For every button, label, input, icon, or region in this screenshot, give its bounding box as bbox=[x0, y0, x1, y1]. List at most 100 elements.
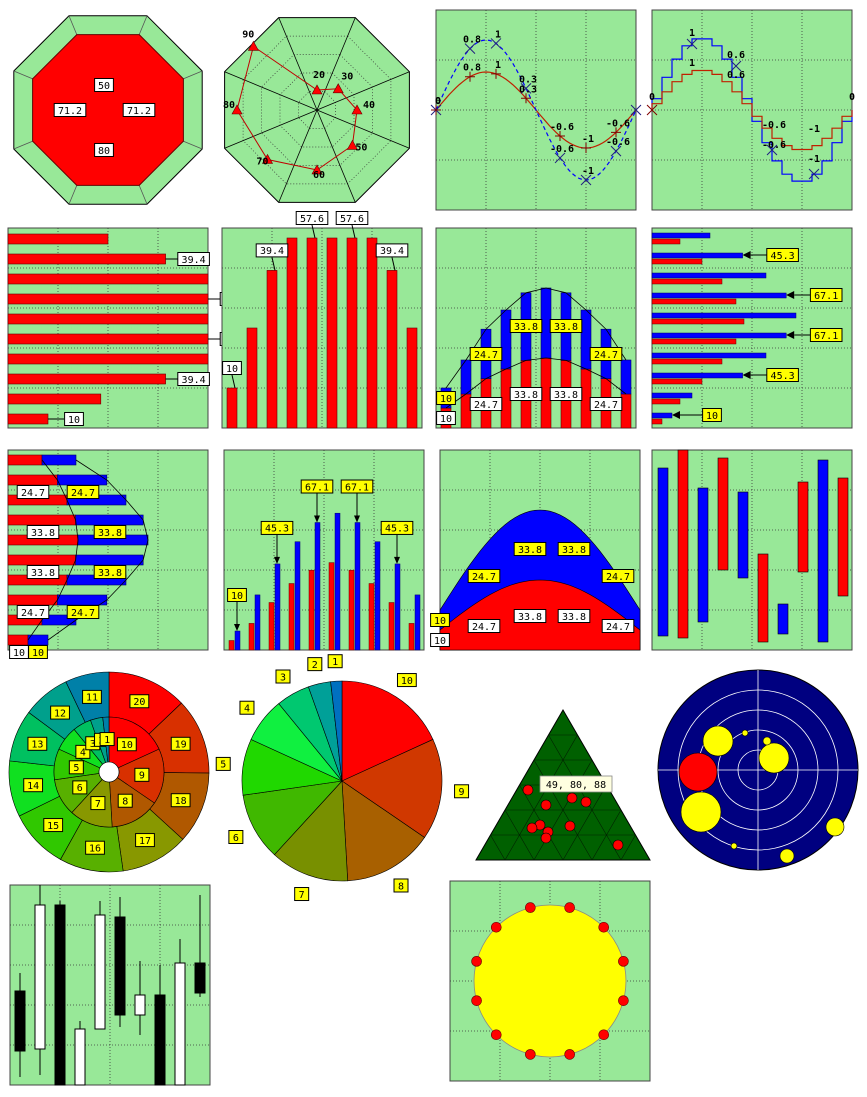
hbar-stacked-chart: 24.7 33.8 33.8 24.7 10 24.7 33.8 33.8 24.7 10 bbox=[7, 449, 209, 659]
value-label: -0.6 bbox=[762, 120, 786, 131]
arrow-head bbox=[742, 251, 751, 259]
value-label: 33.8 bbox=[554, 390, 578, 401]
value-label: 11 bbox=[86, 693, 98, 704]
value-label: 24.7 bbox=[71, 488, 95, 499]
value-label: 33.8 bbox=[514, 390, 538, 401]
value-label: 15 bbox=[47, 821, 59, 832]
bar bbox=[651, 358, 723, 365]
candle-body bbox=[194, 962, 206, 994]
value-label-box bbox=[90, 796, 106, 811]
value-label: 45.3 bbox=[771, 251, 795, 262]
value-label: 33.8 bbox=[562, 545, 586, 556]
pie-simple-chart: 10 9 8 7 6 5 4 3 2 1 bbox=[215, 654, 470, 902]
donut-hole bbox=[98, 761, 120, 783]
grid-line bbox=[490, 834, 506, 861]
x-marker bbox=[646, 104, 658, 116]
radar-spoke bbox=[278, 109, 318, 203]
value-label: 24.7 bbox=[594, 400, 618, 411]
value-label: 7 bbox=[95, 799, 101, 810]
value-label-box bbox=[239, 700, 255, 715]
label-leader bbox=[351, 224, 356, 239]
bar bbox=[286, 237, 298, 429]
donut-multi-chart: 2019181716151413121110987654321 bbox=[8, 671, 210, 873]
value-label: 67.1 bbox=[345, 482, 369, 493]
value-label: 24.7 bbox=[606, 572, 630, 583]
value-label-box bbox=[93, 525, 127, 539]
value-label-box bbox=[222, 361, 242, 375]
value-label: 10 bbox=[226, 364, 238, 375]
value-label-box bbox=[228, 830, 244, 845]
trend-line bbox=[27, 459, 79, 641]
bar-segment bbox=[7, 474, 58, 486]
value-label: 71.2 bbox=[127, 106, 151, 117]
label-leader bbox=[311, 224, 316, 239]
value-label: -1 bbox=[808, 154, 820, 165]
value-label: 33.8 bbox=[518, 545, 542, 556]
value-label: 10 bbox=[121, 740, 133, 751]
value-label: 0.6 bbox=[727, 70, 745, 81]
value-label: 10 bbox=[32, 648, 44, 659]
bar bbox=[268, 602, 275, 651]
value-label: 50 bbox=[355, 142, 367, 153]
bar bbox=[326, 237, 338, 429]
bar bbox=[266, 270, 278, 429]
value-label: -1 bbox=[808, 124, 820, 135]
value-label: 7 bbox=[299, 890, 305, 901]
value-label: 19 bbox=[175, 740, 187, 751]
value-label: 10 bbox=[440, 394, 452, 405]
bar bbox=[348, 569, 355, 651]
circle-point bbox=[618, 995, 629, 1006]
value-label: 33.8 bbox=[562, 612, 586, 623]
value-label-box bbox=[129, 694, 150, 709]
value-label-box bbox=[340, 479, 374, 494]
grid-line bbox=[620, 834, 636, 861]
value-label: 57.6 bbox=[340, 214, 364, 225]
circle-point bbox=[598, 921, 610, 933]
grid-line bbox=[562, 784, 607, 861]
arrow-head bbox=[786, 331, 795, 339]
radar-ring bbox=[298, 91, 336, 129]
value-label-box bbox=[335, 211, 369, 225]
floating-bar bbox=[677, 449, 689, 639]
value-label: 33.8 bbox=[98, 568, 122, 579]
bar bbox=[651, 332, 787, 339]
bar bbox=[388, 602, 395, 651]
bar bbox=[294, 541, 301, 651]
bar bbox=[354, 522, 361, 651]
bar bbox=[394, 563, 401, 651]
radar-point bbox=[311, 84, 323, 95]
value-label: 33.8 bbox=[31, 568, 55, 579]
arrow-head bbox=[786, 291, 795, 299]
radar-point bbox=[332, 83, 344, 94]
value-label-box bbox=[28, 645, 48, 659]
bar-segment bbox=[7, 594, 58, 606]
bar bbox=[651, 412, 673, 419]
value-label: -0.6 bbox=[550, 122, 574, 133]
bar bbox=[7, 293, 209, 305]
value-label-box bbox=[260, 520, 294, 535]
value-label: 24.7 bbox=[21, 608, 45, 619]
value-label: 24.7 bbox=[594, 350, 618, 361]
value-label: 24.7 bbox=[21, 488, 45, 499]
value-label: 10 bbox=[231, 591, 243, 602]
bubble bbox=[702, 725, 734, 757]
bar bbox=[651, 272, 767, 279]
bar bbox=[7, 413, 49, 425]
value-label-box bbox=[116, 737, 137, 752]
value-label: 39.4 bbox=[182, 375, 206, 386]
bar bbox=[651, 292, 787, 299]
bar bbox=[246, 327, 258, 429]
bar-segment bbox=[7, 634, 29, 646]
value-label-box bbox=[469, 397, 503, 411]
bar bbox=[651, 372, 743, 379]
polar-bubble-chart bbox=[657, 669, 859, 871]
bar bbox=[7, 253, 166, 265]
value-label: 67.1 bbox=[814, 331, 838, 342]
ternary-chart: 49, 80, 88 bbox=[475, 709, 651, 861]
value-label-box bbox=[26, 565, 60, 579]
radar-point bbox=[311, 164, 323, 175]
vbar-grouped-chart: 10 45.3 67.1 67.1 45.3 bbox=[223, 449, 425, 651]
value-label-box bbox=[227, 588, 247, 602]
value-label: 80 bbox=[223, 100, 235, 111]
